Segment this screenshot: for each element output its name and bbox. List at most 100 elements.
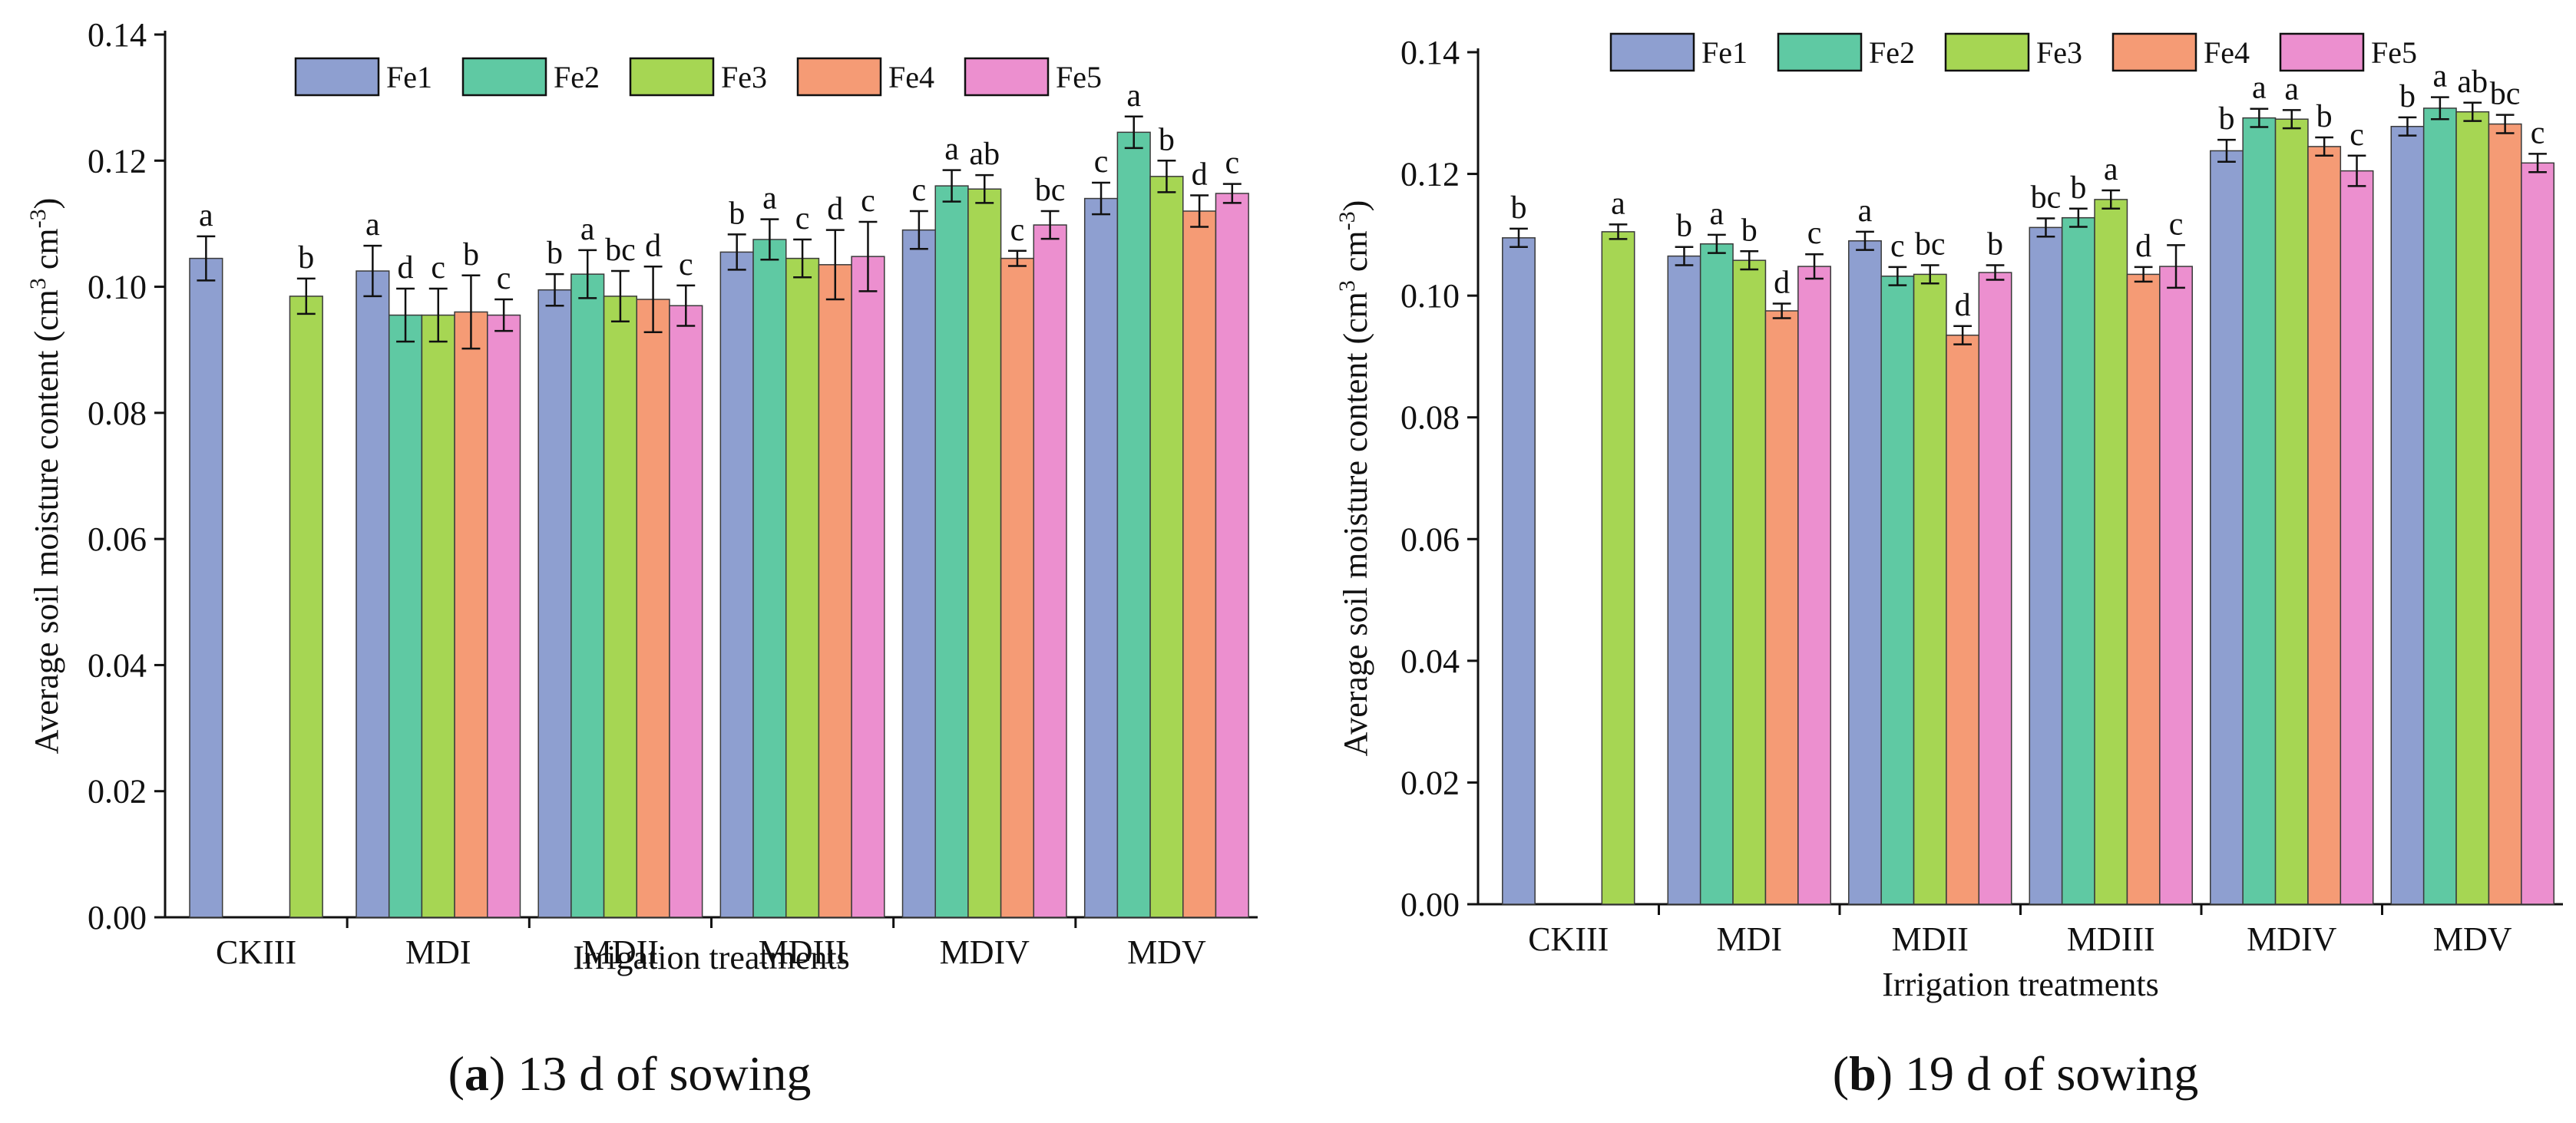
significance-label: b [729, 196, 745, 231]
y-tick-label: 0.02 [88, 773, 147, 811]
significance-label: bc [1915, 227, 1946, 263]
bar-fe3-ckiii [1601, 231, 1635, 905]
y-tick-label: 0.10 [1400, 277, 1460, 315]
significance-label: c [2169, 206, 2184, 242]
x-tick-label: MDV [2433, 920, 2512, 958]
y-tick-label: 0.04 [1400, 642, 1460, 680]
significance-label: a [580, 212, 595, 247]
significance-label: ab [969, 137, 1000, 172]
significance-label: c [795, 201, 810, 236]
bar-fe1-mdii [537, 289, 572, 918]
x-axis-title: Irrigation treatments [1882, 966, 2158, 1003]
x-tick-label: MDIII [2067, 920, 2155, 958]
significance-label: bc [605, 233, 636, 268]
bar-fe1-mdiii [2029, 226, 2063, 905]
bar-fe2-mdv [2422, 107, 2457, 905]
legend-swatch-fe3 [629, 57, 715, 97]
bar-fe5-mdiv [2340, 170, 2374, 905]
bar-fe1-mdv [1083, 197, 1119, 918]
bar-fe3-mdiii [2094, 199, 2128, 905]
significance-label: d [1955, 288, 1971, 323]
significance-label: d [2135, 229, 2151, 264]
y-axis-title: Average soil moisture content (cm3 cm-3) [25, 198, 66, 755]
legend-swatch-fe4 [796, 57, 882, 97]
significance-label: a [1858, 193, 1873, 229]
y-axis-title: Average soil moisture content (cm3 cm-3) [1334, 200, 1375, 757]
bar-fe4-mdiv [1000, 257, 1035, 918]
significance-label: a [1611, 186, 1625, 221]
significance-label: c [861, 183, 875, 219]
significance-label: b [1987, 227, 2003, 263]
significance-label: d [827, 192, 843, 227]
significance-label: c [912, 173, 927, 208]
significance-label: b [2316, 99, 2333, 134]
y-tick-label: 0.00 [88, 899, 147, 936]
panel-a-chart: 0.000.020.040.060.080.100.120.14CKIIIabM… [25, 16, 1258, 1101]
legend-label-fe3: Fe3 [721, 60, 767, 94]
bar-fe5-mdii [669, 305, 703, 918]
legend-swatch-fe5 [964, 57, 1050, 97]
legend-swatch-fe4 [2111, 32, 2197, 72]
significance-label: c [1225, 146, 1239, 181]
legend-label-fe1: Fe1 [386, 60, 432, 94]
x-tick-label: CKIII [216, 933, 296, 971]
bar-fe1-ckiii [1502, 237, 1536, 905]
bar-fe1-mdi [1667, 255, 1701, 905]
x-tick-label: MDII [1892, 920, 1969, 958]
significance-label: b [1676, 209, 1692, 244]
bar-fe4-mdiii [818, 264, 852, 918]
bar-fe2-mdiv [934, 185, 969, 918]
bar-fe3-mdiii [785, 257, 820, 918]
bar-fe4-mdi [454, 311, 488, 918]
bar-fe5-mdi [487, 314, 521, 918]
significance-label: b [1510, 190, 1526, 226]
significance-label: a [365, 207, 380, 243]
legend-label-fe5: Fe5 [1056, 60, 1102, 94]
legend-swatch-fe1 [294, 57, 380, 97]
y-tick-label: 0.14 [1400, 34, 1460, 71]
significance-label: a [2252, 71, 2267, 106]
significance-label: c [1890, 229, 1905, 264]
bar-fe1-mdv [2390, 125, 2425, 905]
bar-fe3-mdi [421, 314, 455, 918]
bar-fe4-mdii [636, 299, 670, 918]
legend-swatch-fe3 [1944, 32, 2030, 72]
bar-fe2-mdiii [2061, 216, 2095, 905]
significance-label: a [762, 181, 777, 216]
panel-caption: (b) 19 d of sowing [1833, 1046, 2198, 1101]
significance-label: c [431, 250, 445, 286]
legend-swatch-fe2 [1777, 32, 1863, 72]
significance-label: c [679, 247, 693, 282]
bar-fe3-mdii [603, 296, 638, 918]
significance-label: c [2531, 115, 2545, 150]
bar-fe1-mdi [355, 270, 390, 918]
bar-fe3-mdii [1913, 273, 1947, 905]
significance-label: a [944, 132, 959, 167]
bar-fe1-ckiii [189, 257, 223, 918]
significance-label: d [645, 228, 661, 263]
significance-label: c [1094, 144, 1109, 180]
significance-label: a [2104, 152, 2118, 187]
significance-label: a [1126, 78, 1141, 114]
x-tick-label: MDIV [940, 933, 1030, 971]
y-tick-label: 0.08 [1400, 399, 1460, 437]
x-axis-title: Irrigation treatments [573, 939, 849, 976]
bar-fe4-mdii [1946, 334, 1980, 905]
y-tick-label: 0.14 [88, 16, 147, 54]
bar-fe3-mdv [1149, 176, 1184, 918]
significance-label: b [2070, 170, 2086, 206]
bar-fe5-mdv [1215, 193, 1249, 918]
significance-label: b [298, 240, 314, 276]
significance-label: bc [2031, 180, 2062, 215]
x-tick-label: CKIII [1528, 920, 1609, 958]
significance-label: a [199, 198, 213, 233]
significance-label: d [398, 250, 414, 286]
bar-fe3-mdiv [2274, 118, 2309, 905]
significance-label: b [2218, 101, 2234, 137]
bar-fe4-mdi [1764, 310, 1799, 905]
bar-fe3-ckiii [289, 296, 323, 918]
legend-swatch-fe5 [2279, 32, 2365, 72]
significance-label: ab [2457, 64, 2488, 100]
significance-label: bc [2490, 77, 2521, 112]
y-tick-label: 0.08 [88, 395, 147, 432]
